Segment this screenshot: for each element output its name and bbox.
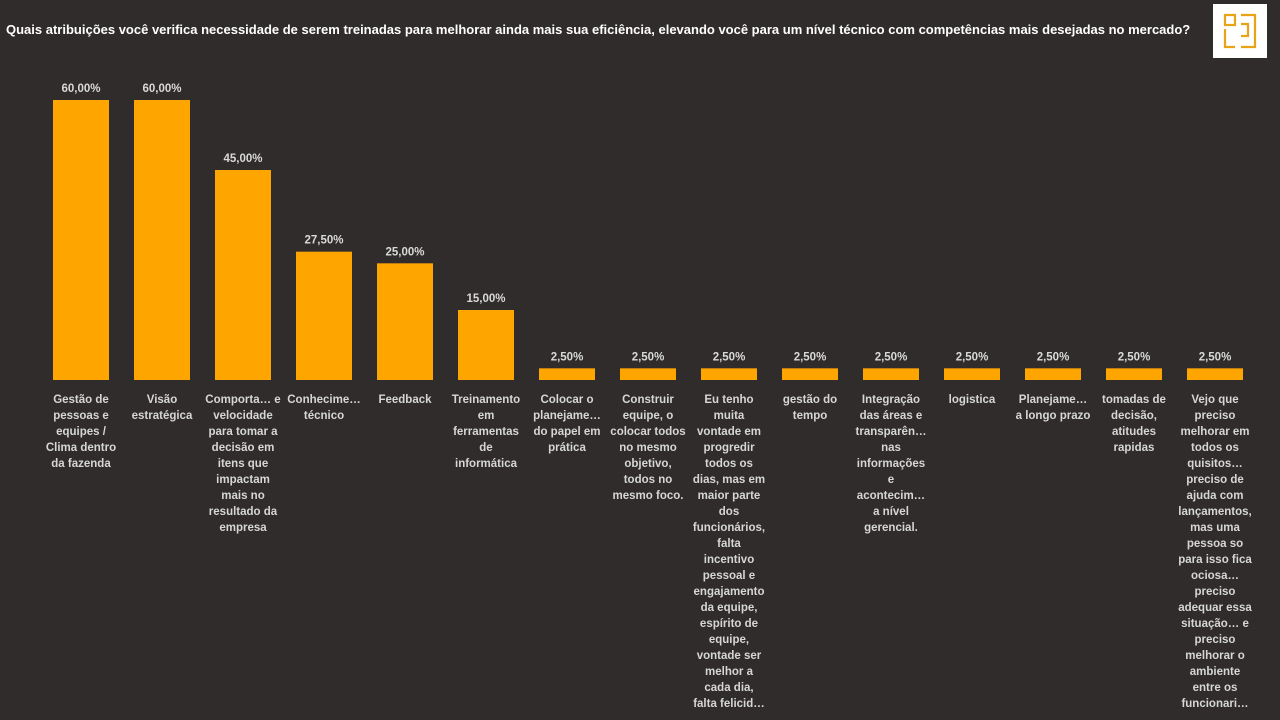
bar-value-label: 2,50% — [1118, 351, 1151, 363]
category-label: Visão estratégica — [131, 394, 193, 422]
bar-12[interactable] — [944, 368, 1000, 380]
bar-value-label: 27,50% — [304, 235, 343, 247]
bar-11[interactable] — [863, 368, 919, 380]
bar-value-label: 2,50% — [1037, 351, 1070, 363]
bar-5[interactable] — [377, 263, 433, 380]
bar-3[interactable] — [215, 170, 271, 380]
bar-value-label: 2,50% — [551, 351, 584, 363]
bar-value-label: 60,00% — [142, 83, 181, 95]
bar-value-label: 2,50% — [713, 351, 746, 363]
category-label: Treinamento em ferramentas de informátic… — [451, 394, 521, 470]
category-label: Integração das áreas e transparên… nas i… — [855, 394, 927, 534]
bar-value-label: 2,50% — [956, 351, 989, 363]
bar-4[interactable] — [296, 251, 352, 380]
bar-7[interactable] — [539, 368, 595, 380]
brand-logo — [1213, 4, 1267, 58]
bar-1[interactable] — [53, 100, 109, 380]
category-label: Conhecime… técnico — [287, 394, 361, 422]
bar-value-label: 2,50% — [1199, 351, 1232, 363]
bar-value-label: 15,00% — [466, 293, 505, 305]
bar-6[interactable] — [458, 310, 514, 380]
bar-14[interactable] — [1106, 368, 1162, 380]
bar-value-label: 2,50% — [632, 351, 665, 363]
category-label: tomadas de decisão, atitudes rapidas — [1102, 394, 1166, 454]
bar-10[interactable] — [782, 368, 838, 380]
category-label: logistica — [948, 394, 996, 406]
bar-13[interactable] — [1025, 368, 1081, 380]
bar-2[interactable] — [134, 100, 190, 380]
category-label: Feedback — [378, 394, 432, 406]
category-label: Colocar o planejame… do papel em prática — [533, 394, 601, 454]
bar-value-label: 2,50% — [794, 351, 827, 363]
bar-15[interactable] — [1187, 368, 1243, 380]
bar-value-label: 2,50% — [875, 351, 908, 363]
category-label: gestão do tempo — [782, 394, 838, 422]
bar-value-label: 25,00% — [385, 246, 424, 258]
category-label: Comporta… e velocidade para tomar a deci… — [205, 394, 281, 534]
bar-value-label: 60,00% — [61, 83, 100, 95]
category-label: Eu tenho muita vontade em progredir todo… — [692, 394, 766, 710]
category-label: Planejame… a longo prazo — [1015, 394, 1091, 422]
chart-title: Quais atribuições você verifica necessid… — [6, 22, 1191, 37]
category-label: Vejo que preciso melhorar em todos os qu… — [1178, 394, 1252, 710]
brand-logo-icon — [1223, 13, 1257, 49]
category-label: Gestão de pessoas e equipes / Clima dent… — [45, 394, 117, 470]
bar-8[interactable] — [620, 368, 676, 380]
category-label: Construir equipe, o colocar todos no mes… — [610, 394, 686, 502]
bar-9[interactable] — [701, 368, 757, 380]
bar-value-label: 45,00% — [223, 153, 262, 165]
